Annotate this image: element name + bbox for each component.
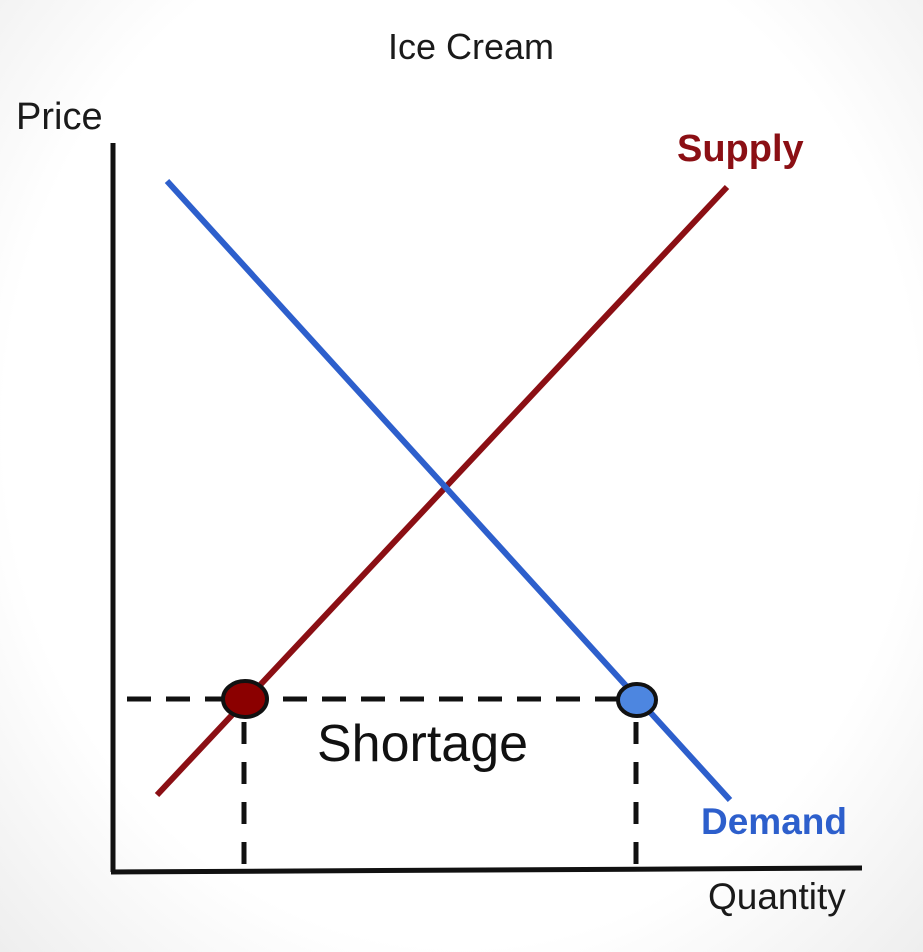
x-axis <box>110 865 863 875</box>
quantity-supplied-point <box>221 679 269 719</box>
supply-curve-label: Supply <box>677 128 804 170</box>
chart-title: Ice Cream <box>388 26 555 67</box>
demand-curve-label: Demand <box>701 801 847 842</box>
y-axis-label: Price <box>16 96 103 138</box>
x-axis-label: Quantity <box>708 876 846 917</box>
quantity-demanded-point <box>616 682 658 718</box>
shortage-label: Shortage <box>317 715 529 773</box>
